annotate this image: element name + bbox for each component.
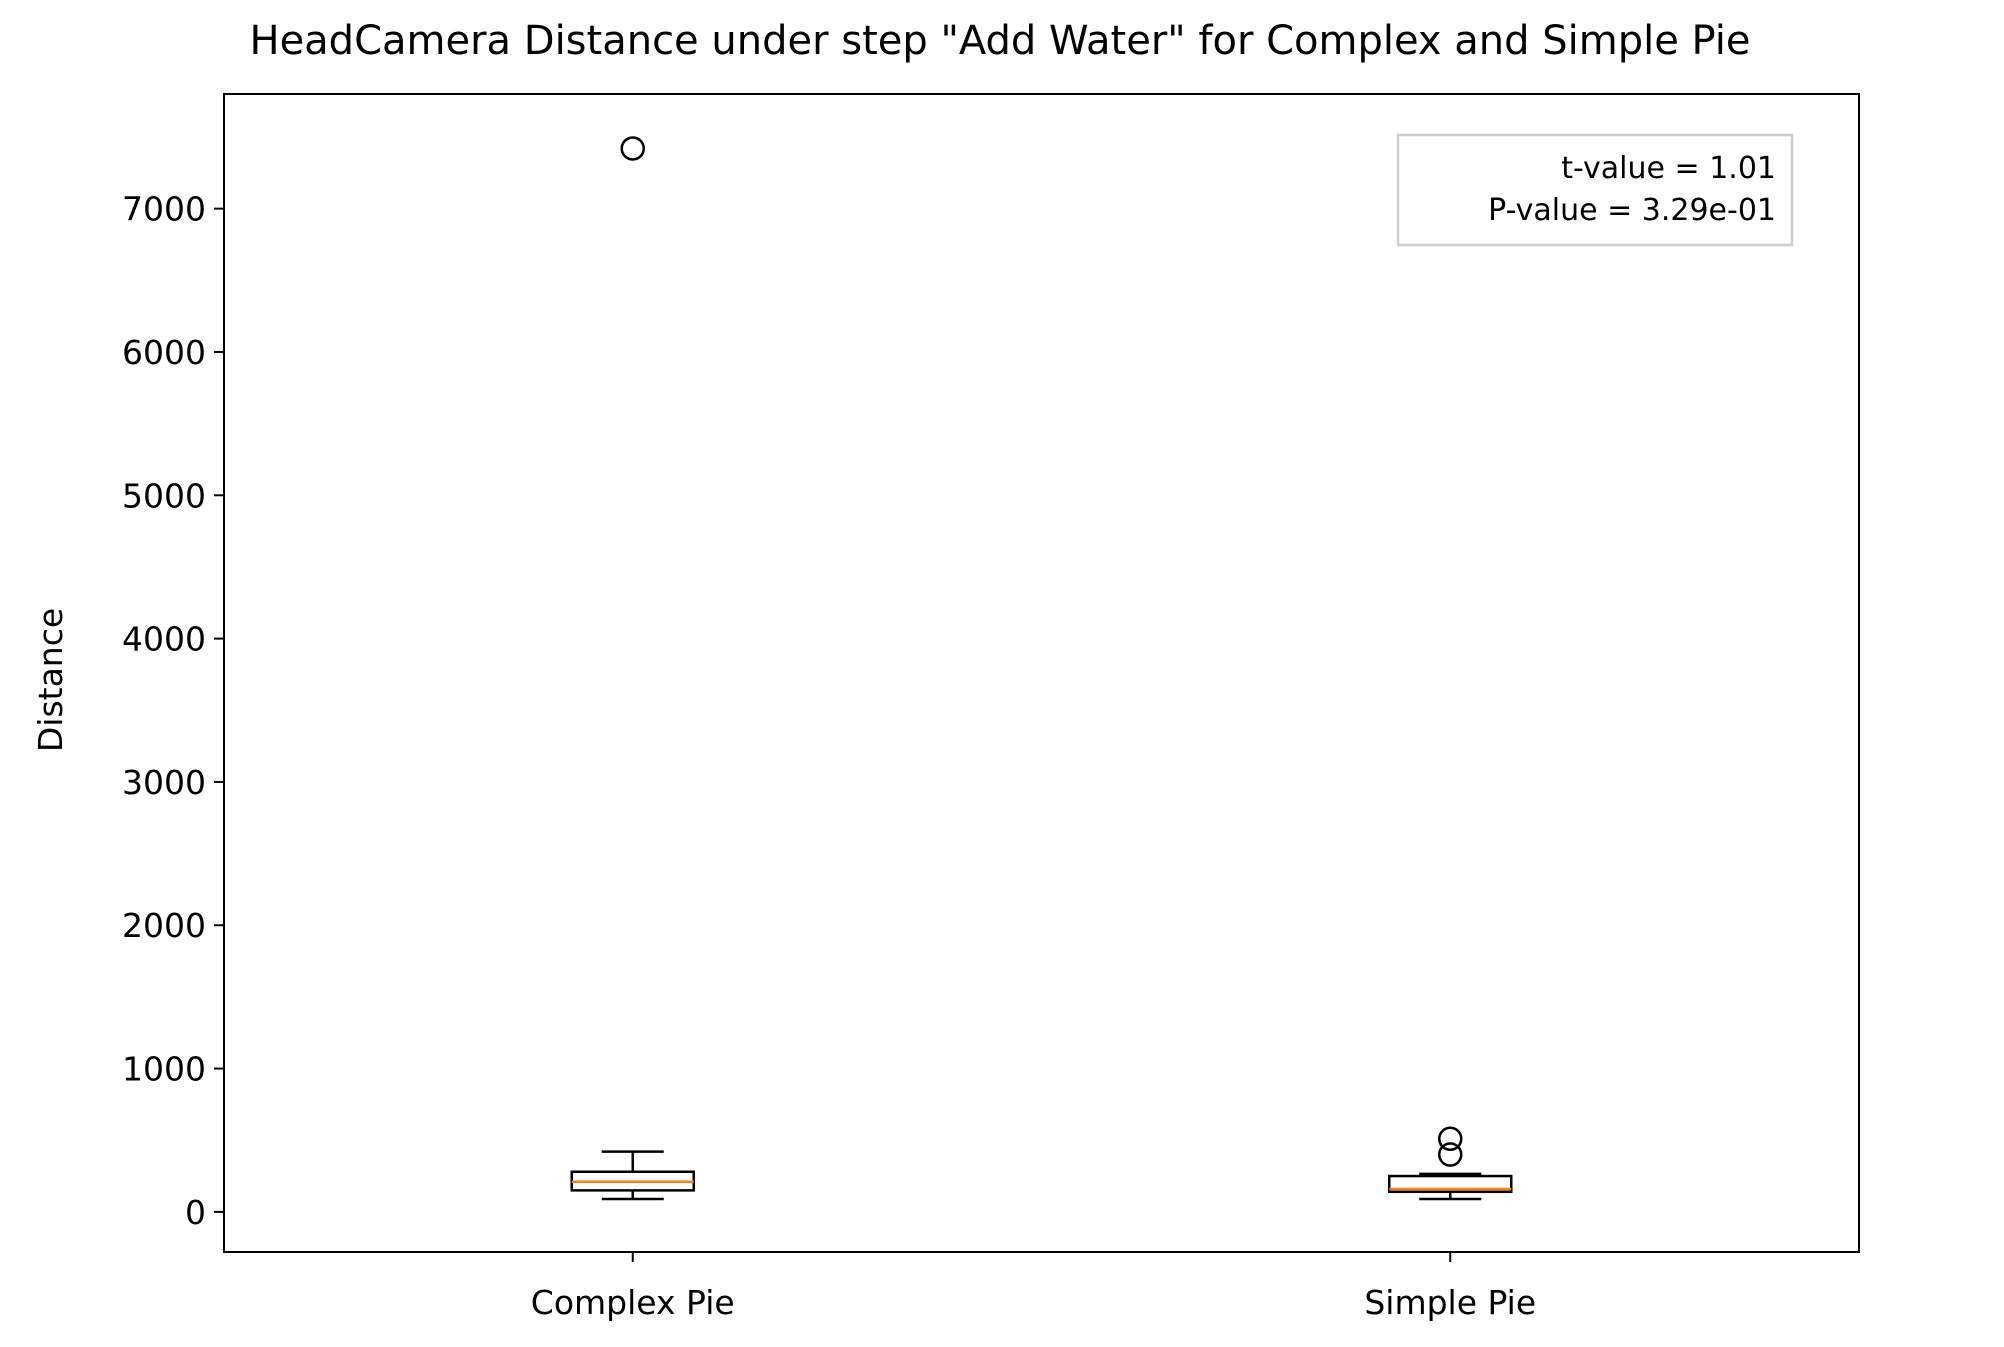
stats-annotation-box xyxy=(1396,133,1794,247)
outlier-point xyxy=(620,136,645,161)
p-value-text: P-value = 3.29e-01 xyxy=(1488,193,1776,228)
t-value-text: t-value = 1.01 xyxy=(1561,151,1776,186)
y-tick-label: 1000 xyxy=(122,1050,206,1089)
chart-title: HeadCamera Distance under step "Add Wate… xyxy=(249,18,1750,64)
x-tick-label: Complex Pie xyxy=(531,1283,735,1322)
y-tick-label: 2000 xyxy=(122,906,206,945)
y-tick-label: 4000 xyxy=(122,620,206,659)
y-tick-label: 0 xyxy=(185,1193,206,1232)
y-tick-label: 5000 xyxy=(122,476,206,515)
outlier-point xyxy=(1438,1142,1463,1167)
y-tick-label: 3000 xyxy=(122,763,206,802)
plot-frame xyxy=(223,93,1860,1253)
x-tick-label: Simple Pie xyxy=(1364,1283,1536,1322)
plot-area: 0 1000 2000 3000 4000 5000 6000 7000 Complex Pie… xyxy=(122,136,1536,1322)
stats-annotation: t-value = 1.01 P-value = 3.29e-01 xyxy=(1396,133,1794,247)
outlier-point xyxy=(1438,1126,1463,1152)
y-tick-label: 7000 xyxy=(122,190,206,229)
y-tick-label: 6000 xyxy=(122,333,206,372)
y-axis-label: Distance xyxy=(31,608,70,752)
